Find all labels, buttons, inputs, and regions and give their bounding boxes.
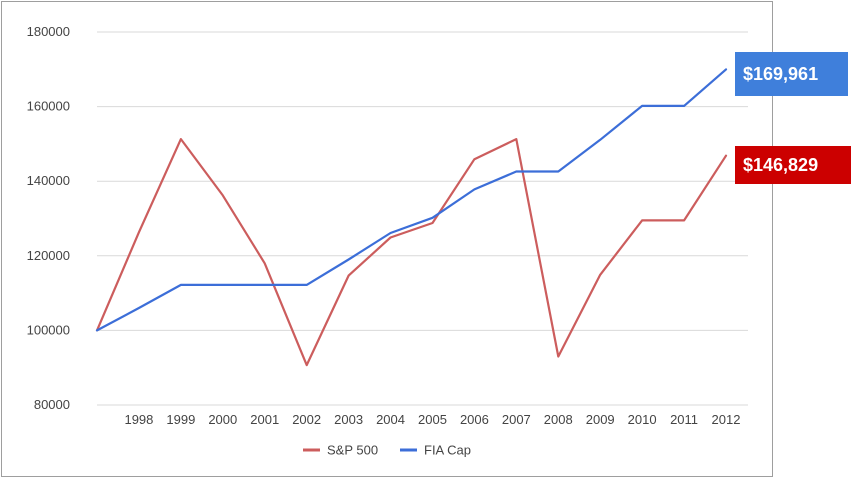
x-tick-label: 2001 — [250, 412, 279, 427]
x-tick-label: 2007 — [502, 412, 531, 427]
x-tick-label: 2012 — [712, 412, 741, 427]
chart-frame — [1, 1, 773, 477]
x-tick-label: 2003 — [334, 412, 363, 427]
x-tick-label: 2009 — [586, 412, 615, 427]
x-tick-label: 2004 — [376, 412, 405, 427]
gridlines — [97, 31, 748, 406]
x-tick-label: 2002 — [292, 412, 321, 427]
y-tick-label: 100000 — [27, 322, 70, 337]
series-line-1 — [95, 68, 728, 332]
series-line-0 — [95, 138, 728, 367]
y-tick-label: 80000 — [34, 397, 70, 412]
legend-label: FIA Cap — [424, 443, 471, 458]
fia-cap-final-value-callout: $169,961 — [735, 52, 848, 96]
y-tick-label: 180000 — [27, 24, 70, 39]
x-tick-label: 2005 — [418, 412, 447, 427]
x-tick-label: 2010 — [628, 412, 657, 427]
x-tick-label: 2008 — [544, 412, 573, 427]
sp500-final-value-callout: $146,829 — [735, 146, 851, 184]
y-tick-label: 160000 — [27, 99, 70, 114]
legend-label: S&P 500 — [327, 443, 378, 458]
y-tick-label: 120000 — [27, 248, 70, 263]
series-lines — [95, 68, 728, 367]
x-tick-label: 1999 — [166, 412, 195, 427]
y-tick-label: 140000 — [27, 173, 70, 188]
x-tick-label: 2011 — [670, 412, 698, 427]
legend: S&P 500 FIA Cap — [303, 443, 471, 458]
x-axis-ticks: 1998 1999 2000 2001 2002 2003 2004 2005 2006 2007… — [124, 412, 740, 427]
y-axis-ticks: 80000 100000 120000 140000 160000 180000 — [27, 24, 70, 412]
x-tick-label: 1998 — [124, 412, 153, 427]
x-tick-label: 2006 — [460, 412, 489, 427]
x-tick-label: 2000 — [208, 412, 237, 427]
